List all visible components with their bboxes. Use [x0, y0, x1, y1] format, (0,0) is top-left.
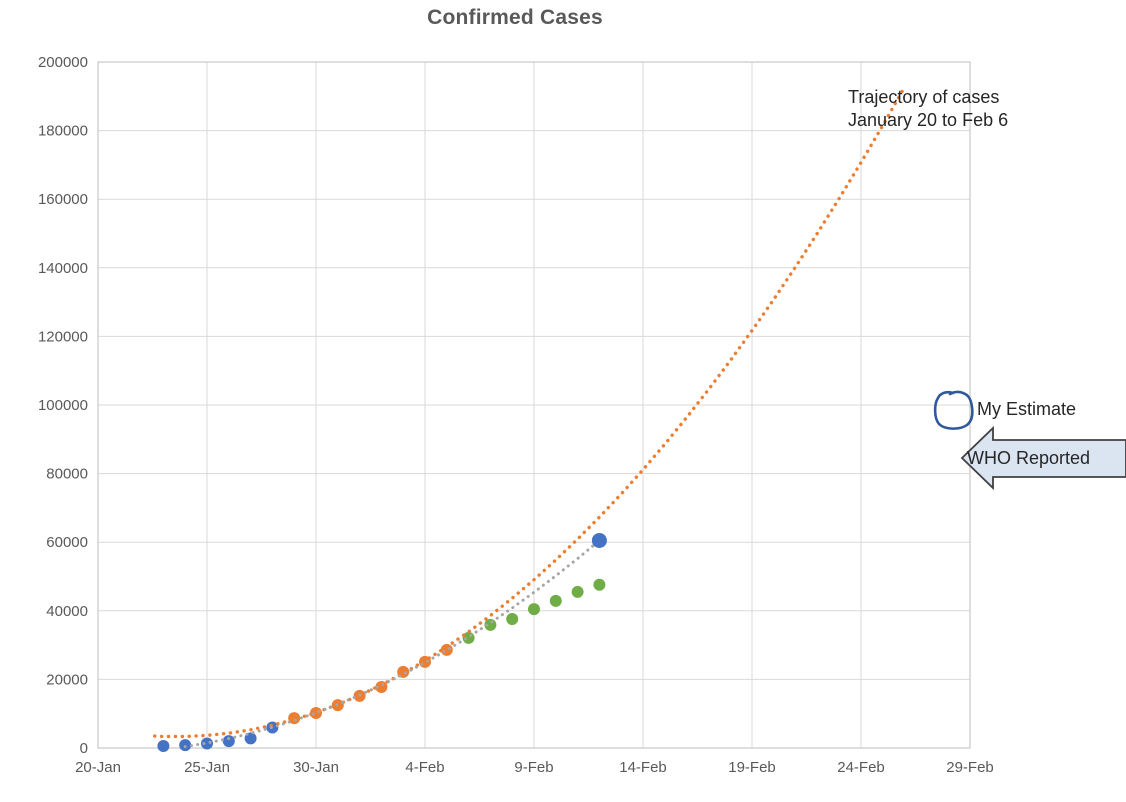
y-tick-label: 180000: [38, 123, 88, 140]
estimate-data-point: [591, 532, 607, 548]
data-point-estimate-blue-large: [591, 532, 607, 548]
y-tick-label: 20000: [46, 671, 88, 688]
data-point-reported-early-blue: [201, 737, 213, 750]
y-axis-labels: 0 20000 40000 60000 80000 100000 120000 140000 1…: [38, 54, 88, 757]
data-point-reported-early-blue: [179, 739, 192, 752]
y-tick-label: 120000: [38, 328, 88, 345]
x-tick-label: 19-Feb: [728, 759, 776, 776]
x-tick-label: 24-Feb: [837, 759, 885, 776]
data-point-reported-early-blue: [157, 740, 170, 753]
x-tick-label: 9-Feb: [514, 759, 553, 776]
trajectory-orange-dotted: [153, 85, 907, 739]
y-tick-label: 160000: [38, 191, 88, 208]
trajectory-annotation-line1: Trajectory of cases: [848, 87, 1000, 107]
data-point-who-reported-green: [549, 594, 562, 607]
data-point-observed-orange: [375, 680, 388, 693]
x-tick-label: 30-Jan: [293, 759, 339, 776]
data-point-who-reported-green: [571, 585, 584, 598]
data-point-observed-orange: [310, 707, 322, 720]
y-tick-label: 80000: [46, 466, 88, 483]
y-tick-label: 200000: [38, 54, 88, 71]
gridlines: [98, 61, 971, 748]
x-axis-labels: 20-Jan 25-Jan 30-Jan 4-Feb 9-Feb 14-Feb 19-Feb…: [75, 759, 994, 776]
who-reported-label: WHO Reported: [967, 448, 1091, 468]
data-points: [157, 578, 606, 753]
data-point-who-reported-green: [528, 603, 540, 616]
plot-border: [97, 61, 971, 749]
my-estimate-circle-annotation: [933, 390, 974, 430]
x-tick-label: 20-Jan: [75, 759, 121, 776]
trajectory-annotation-line2: January 20 to Feb 6: [848, 110, 1009, 130]
my-estimate-label: My Estimate: [977, 399, 1077, 419]
trajectory-annotation: Trajectory of cases January 20 to Feb 6: [848, 86, 1008, 132]
chart-title: Confirmed Cases: [427, 6, 603, 29]
y-tick-label: 140000: [38, 260, 88, 277]
data-point-who-reported-green: [506, 613, 519, 626]
x-tick-label: 14-Feb: [619, 759, 667, 776]
trendlines: [153, 85, 907, 749]
data-point-reported-early-blue: [222, 735, 235, 748]
data-point-who-reported-green: [593, 578, 606, 591]
x-tick-label: 4-Feb: [405, 759, 444, 776]
y-tick-label: 60000: [46, 534, 88, 551]
y-tick-label: 0: [80, 740, 88, 757]
y-tick-label: 40000: [46, 603, 88, 620]
who-reported-arrow: [960, 425, 1126, 491]
x-tick-label: 29-Feb: [946, 759, 994, 776]
y-tick-label: 100000: [38, 397, 88, 414]
x-tick-label: 25-Jan: [184, 759, 230, 776]
estimate-gray-dotted: [183, 539, 601, 749]
